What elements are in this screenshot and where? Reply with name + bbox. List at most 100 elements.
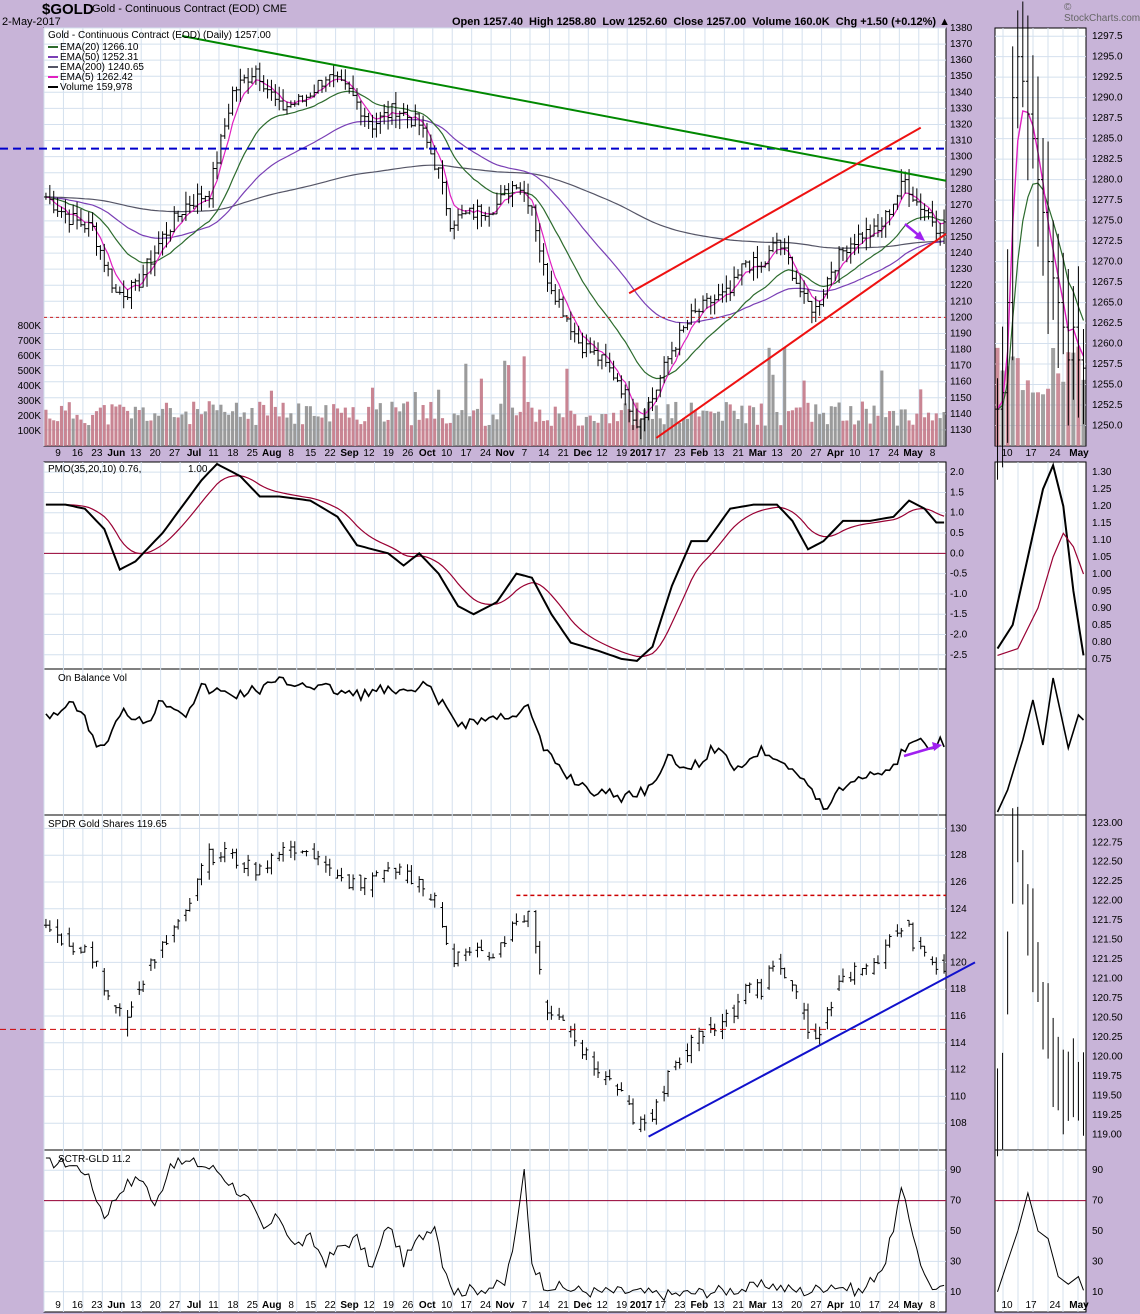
price-bar (533, 204, 538, 242)
price-bar (763, 261, 768, 268)
gld-bar (304, 850, 309, 857)
zoom-axis-tick: 1295.0 (1092, 52, 1123, 63)
volume-axis-tick: 800K (18, 321, 42, 332)
x-axis-tick: 21 (558, 448, 570, 459)
price-bar (541, 243, 546, 276)
zoom-price-bar (1051, 220, 1056, 320)
volume-bar (759, 403, 763, 446)
gld-bar (522, 915, 527, 923)
x-axis-tick-bottom: 8 (288, 1300, 294, 1311)
gld-bar (778, 953, 783, 975)
gld-bar (393, 867, 398, 880)
price-bar (471, 204, 476, 220)
volume-bar (367, 406, 371, 446)
volume-bar (783, 347, 787, 446)
volume-bar (530, 407, 534, 446)
price-bar (868, 224, 873, 248)
price-bar (230, 86, 235, 116)
ema-line-5 (45, 78, 945, 416)
gld-bar (502, 936, 507, 948)
volume-bar (755, 424, 759, 446)
volume-bar (394, 407, 398, 446)
gld-bar (708, 1017, 713, 1034)
volume-bar (596, 422, 600, 446)
gld-bar (199, 863, 204, 886)
gld-bar (242, 862, 247, 874)
volume-bar (689, 402, 693, 446)
gld-bar (592, 1051, 597, 1076)
volume-bar (853, 424, 857, 446)
zoom-volume-bar (1025, 380, 1030, 446)
volume-bar (110, 404, 114, 446)
price-bar (347, 81, 352, 94)
zoom-sctr-tick: 10 (1092, 1287, 1104, 1298)
volume-bar (425, 418, 429, 446)
sctr-title: SCTR-GLD 11.2 (58, 1154, 131, 1165)
volume-bar (94, 411, 99, 446)
volume-bar (662, 424, 666, 446)
price-bar (891, 203, 896, 217)
gld-bar (148, 958, 153, 971)
zoom-axis-tick: 1275.0 (1092, 216, 1123, 227)
gld-bar (619, 1082, 624, 1092)
price-bar (300, 95, 305, 103)
volume-bar (417, 419, 421, 446)
gld-axis-tick: 120 (950, 957, 967, 968)
volume-bar (923, 417, 927, 446)
volume-bar (153, 413, 157, 446)
x-axis-tick-bottom: 12 (363, 1300, 375, 1311)
volume-axis-tick: 200K (18, 411, 42, 422)
price-bar (199, 185, 204, 211)
price-axis-tick: 1380 (950, 23, 973, 34)
price-bar (71, 204, 76, 225)
price-bar (409, 116, 414, 128)
price-bar (428, 134, 433, 155)
trendline-green (181, 35, 947, 182)
price-bar (537, 223, 542, 263)
x-axis-tick: Aug (262, 448, 281, 459)
price-bar (133, 278, 138, 291)
zoom-gld-tick: 119.75 (1092, 1071, 1122, 1082)
zoom-axis-tick: 1255.0 (1092, 380, 1123, 391)
gld-bar (281, 842, 286, 862)
price-axis-tick: 1340 (950, 87, 973, 98)
price-bar (529, 205, 534, 216)
gld-bar (82, 944, 87, 953)
x-axis-tick: 23 (674, 448, 686, 459)
price-bar (366, 112, 371, 130)
price-bar (67, 209, 72, 233)
volume-bar (48, 418, 52, 446)
price-bar (304, 94, 309, 107)
gld-bar (852, 962, 857, 985)
price-axis-tick: 1270 (950, 200, 973, 211)
x-axis-tick: 17 (655, 448, 667, 459)
x-axis-tick: 13 (713, 448, 725, 459)
price-bar (452, 220, 457, 240)
price-bar (650, 387, 655, 412)
x-axis-tick-bottom: 27 (810, 1300, 822, 1311)
gld-axis-tick: 118 (950, 984, 966, 995)
gld-axis-tick: 122 (950, 931, 967, 942)
price-bar (148, 250, 153, 275)
volume-bar (860, 401, 864, 446)
legend-item: EMA(5) 1262.42 (60, 72, 133, 83)
gld-bar (67, 927, 72, 947)
zoom-price-bar (995, 378, 1000, 480)
volume-bar (444, 423, 448, 446)
x-axis-tick-bottom: 18 (227, 1300, 239, 1311)
volume-bar (802, 380, 806, 446)
gld-bar (895, 924, 900, 937)
x-axis-tick: 27 (810, 448, 822, 459)
price-bar (942, 209, 947, 244)
volume-bar (717, 411, 721, 446)
price-bar (914, 188, 919, 206)
x-axis-tick-bottom: Dec (574, 1300, 593, 1311)
price-bar (809, 300, 814, 324)
gld-bar (351, 874, 356, 891)
volume-bar (468, 416, 472, 446)
volume-bar (137, 410, 141, 446)
price-axis-tick: 1200 (950, 312, 973, 323)
volume-bar (168, 408, 172, 446)
gld-bar (43, 918, 48, 929)
